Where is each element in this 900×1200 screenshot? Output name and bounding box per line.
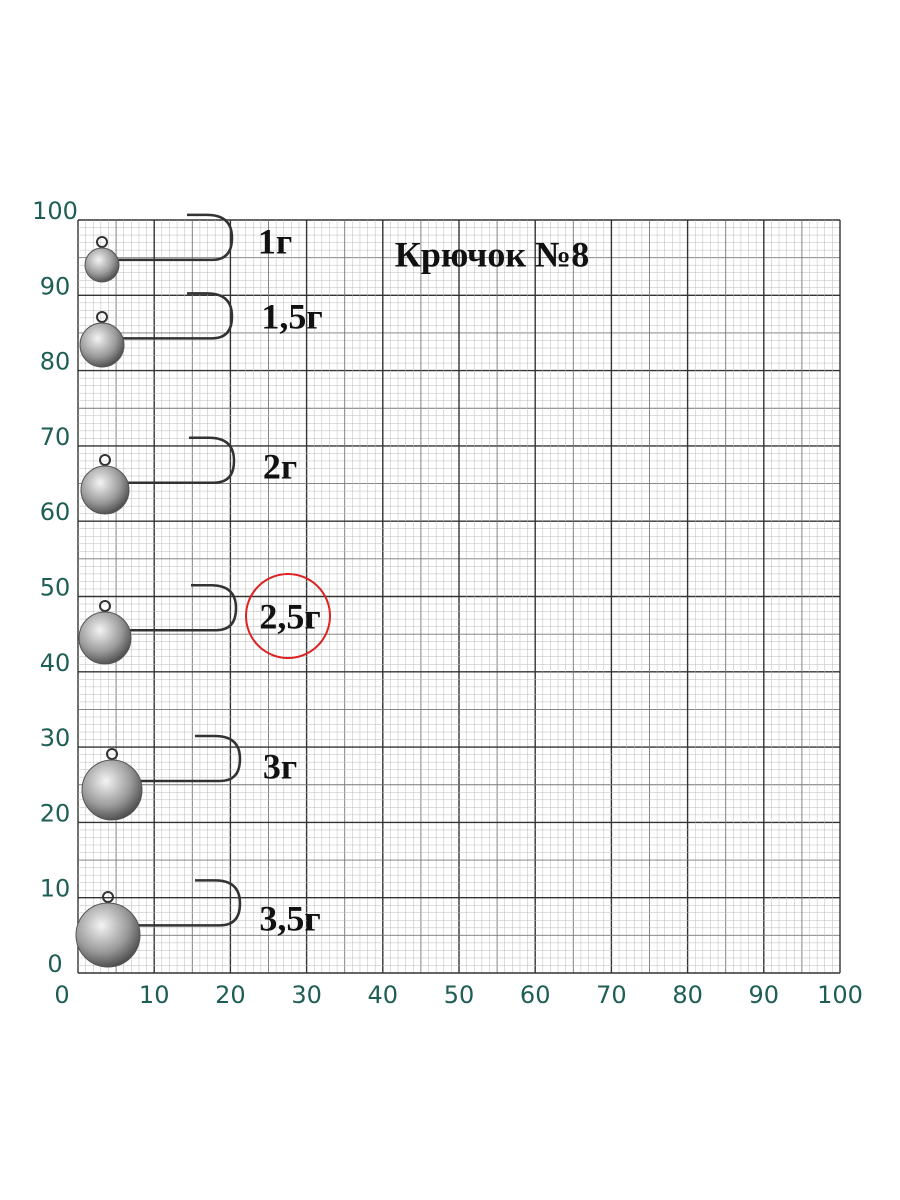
lead-head <box>79 322 125 368</box>
hook <box>108 879 242 927</box>
title: Крючок №8 <box>395 234 589 274</box>
x-axis-label: 40 <box>368 981 399 1009</box>
lead-head <box>78 611 132 665</box>
y-axis-label: 40 <box>40 649 71 677</box>
hook <box>105 583 238 632</box>
y-axis-label: 0 <box>47 950 62 978</box>
x-axis-label: 10 <box>139 981 170 1009</box>
x-axis-label: 0 <box>54 981 69 1009</box>
hook <box>105 436 236 485</box>
x-axis-label: 80 <box>672 981 703 1009</box>
graph-paper <box>77 219 841 974</box>
x-axis-label: 100 <box>817 981 863 1009</box>
x-axis-label: 30 <box>291 981 322 1009</box>
y-axis-label: 30 <box>40 724 71 752</box>
eyelet <box>106 748 118 760</box>
eyelet <box>102 891 114 903</box>
y-axis-label: 80 <box>40 348 71 376</box>
eyelet <box>99 600 111 612</box>
x-axis-label: 20 <box>215 981 246 1009</box>
lead-head <box>80 465 130 515</box>
eyelet <box>96 311 108 323</box>
weight-label: 3,5г <box>259 898 320 938</box>
lead-head <box>75 902 141 968</box>
weight-label: 1г <box>258 221 292 261</box>
hook <box>112 734 242 783</box>
labels: 0 10 20 30 40 50 60 70 80 90 100 0 10 20 30 40 50 60 70 80 9… <box>32 197 863 1009</box>
hook <box>102 292 234 340</box>
y-axis-label: 90 <box>40 272 71 300</box>
x-axis-label: 70 <box>596 981 627 1009</box>
jig-heads <box>75 213 242 968</box>
eyelet <box>96 236 108 248</box>
highlight-circle <box>245 573 331 659</box>
eyelet <box>99 454 111 466</box>
weight-label: 2г <box>263 446 297 486</box>
hook <box>102 213 234 262</box>
x-axis-label: 50 <box>444 981 475 1009</box>
y-axis-label: 100 <box>32 197 78 225</box>
weight-label: 1,5г <box>261 296 322 336</box>
lead-head <box>81 759 143 821</box>
lead-head <box>84 247 120 283</box>
y-axis-label: 60 <box>40 498 71 526</box>
y-axis-label: 20 <box>40 799 71 827</box>
y-axis-label: 10 <box>40 875 71 903</box>
y-axis-label: 50 <box>40 574 71 602</box>
x-axis-label: 90 <box>749 981 780 1009</box>
weight-label: 3г <box>263 746 297 786</box>
weight-label: 2,5г <box>259 596 320 636</box>
y-axis-label: 70 <box>40 423 71 451</box>
x-axis-label: 60 <box>520 981 551 1009</box>
